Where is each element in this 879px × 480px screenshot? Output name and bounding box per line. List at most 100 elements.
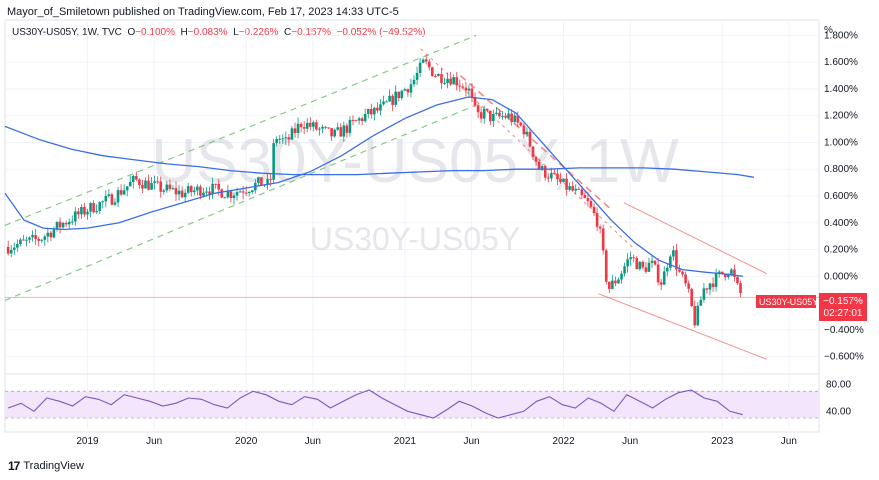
candle-body (257, 177, 260, 183)
price-unit-label: % (824, 25, 833, 36)
candle-body (196, 186, 199, 191)
candle-body (281, 138, 285, 140)
candle-body (278, 138, 282, 140)
candle-body (104, 196, 108, 202)
candle-body (409, 84, 413, 93)
candle-body (598, 226, 602, 229)
candle-body (122, 190, 126, 195)
candle-body (162, 190, 166, 192)
candle-body (321, 126, 324, 129)
candle-body (635, 257, 639, 270)
down-channel-line (598, 293, 767, 360)
rsi-band (5, 391, 819, 418)
candle-body (513, 115, 517, 123)
price-axis[interactable]: 1.800% 1.600% 1.400% 1.200% 1.000% 0.800% 0.60… (824, 30, 864, 417)
candle-body (305, 122, 309, 129)
candle-body (220, 189, 224, 198)
rsi-tick-label: 40.00 (826, 406, 851, 417)
brand-name: TradingView (23, 460, 84, 472)
price-tick-label: 1.400% (824, 84, 858, 95)
candle-body (446, 78, 449, 83)
candle-body (464, 87, 468, 91)
candle-body (687, 283, 690, 289)
candle-body (336, 127, 340, 130)
candle-body (357, 118, 361, 121)
candle-body (250, 190, 254, 192)
watermark-big: US30Y-US05Y, 1W (151, 127, 679, 196)
candle-body (275, 138, 278, 144)
candle-body (550, 172, 553, 179)
candle-body (98, 202, 102, 211)
candle-body (25, 239, 28, 241)
candle-body (80, 206, 83, 215)
price-tick-label: 0.600% (824, 191, 858, 202)
candle-body (626, 259, 629, 267)
candle-body (519, 122, 523, 126)
candle-body (244, 192, 248, 194)
candle-body (467, 88, 471, 91)
legend-c-value: −0.157% (291, 27, 331, 38)
moving-average-slow-line (4, 125, 755, 178)
price-tick-label: −0.600% (824, 352, 864, 363)
candle-body (189, 186, 193, 193)
candle-body (74, 211, 77, 222)
candle-body (369, 108, 373, 115)
candle-body (424, 59, 428, 62)
candle-body (641, 261, 645, 268)
candle-body (485, 108, 489, 111)
candle-body (22, 239, 25, 241)
candle-body (452, 77, 455, 85)
candle-body (659, 282, 663, 285)
candle-body (61, 222, 65, 228)
candle-body (421, 59, 425, 63)
candle-body (571, 186, 574, 191)
candle-body (565, 178, 568, 190)
candle-body (55, 221, 59, 230)
legend-o-label: O (127, 27, 136, 38)
candle-body (165, 184, 169, 191)
candle-body (736, 276, 739, 284)
candle-body (153, 181, 156, 183)
candle-body (205, 191, 208, 193)
candle-body (516, 115, 520, 123)
candle-body (562, 178, 565, 182)
candle-body (135, 176, 138, 180)
candle-body (232, 195, 236, 199)
candle-body (629, 257, 632, 260)
candle-body (226, 191, 230, 198)
candle-body (455, 77, 459, 86)
candle-body (199, 186, 202, 196)
candle-body (504, 116, 507, 118)
candle-body (379, 104, 382, 111)
candle-body (101, 201, 105, 203)
legend-c-label: C (284, 27, 292, 38)
candle-body (656, 264, 660, 283)
candle-body (138, 179, 141, 186)
candle-body (672, 250, 675, 257)
candle-body (37, 238, 40, 241)
candle-body (662, 271, 666, 285)
candle-body (388, 95, 391, 102)
candle-body (669, 256, 672, 268)
footer-brand[interactable]: 17 TradingView (8, 459, 84, 473)
tag-value: −0.157% (823, 296, 863, 307)
candle-body (177, 190, 181, 195)
candle-body (125, 186, 129, 191)
legend-h-label: H (180, 27, 188, 38)
candle-body (312, 122, 315, 127)
time-axis[interactable]: 2019 Jun 2020 Jun 2021 Jun 2022 Jun 2023 Jun (76, 436, 797, 447)
candle-body (34, 235, 37, 239)
tag-symbol: US30Y-US05Y (759, 297, 818, 307)
time-tick-label: 2019 (76, 436, 99, 447)
candle-body (171, 188, 175, 190)
candle-body (720, 271, 724, 275)
time-tick-label: 2020 (235, 436, 258, 447)
price-tick-label: 1.800% (824, 30, 858, 41)
legend-l-value: −0.226% (238, 27, 279, 38)
candle-body (684, 274, 687, 284)
candle-body (449, 78, 452, 85)
candle-body (488, 110, 492, 122)
candle-body (482, 108, 486, 119)
tradingview-logo-icon: 17 (8, 459, 20, 473)
